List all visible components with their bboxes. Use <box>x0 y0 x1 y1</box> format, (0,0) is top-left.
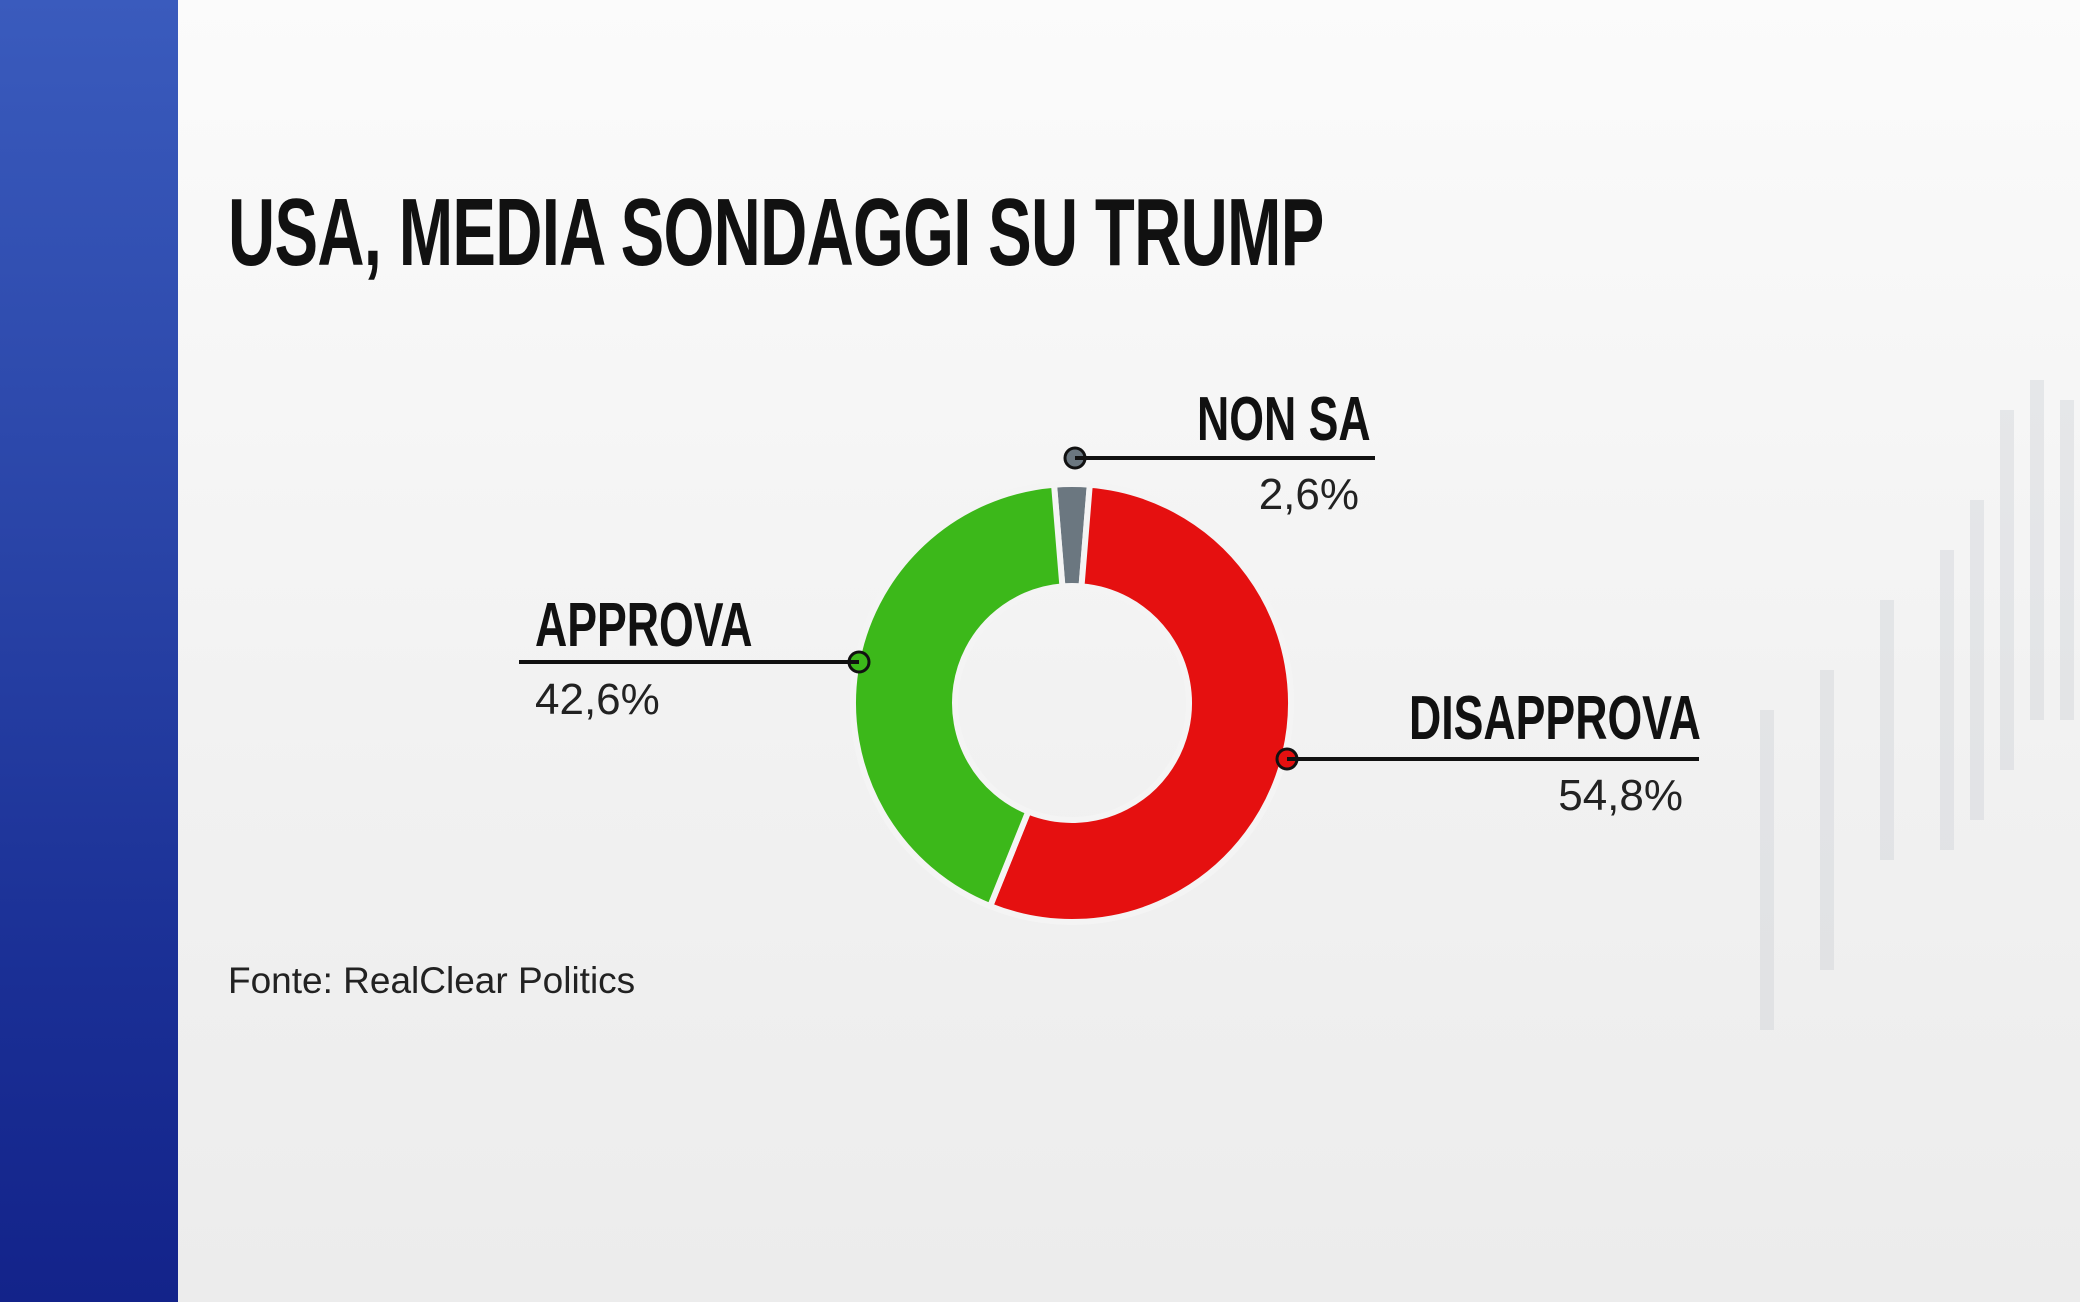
leader-line-approva <box>519 660 859 664</box>
label-approva: APPROVA <box>535 591 753 660</box>
decorative-background-chart <box>1760 380 2074 1030</box>
value-disapprova: 54,8% <box>1558 771 1683 820</box>
label-disapprova: DISAPPROVA <box>1409 684 1701 753</box>
page-title: USA, MEDIA SONDAGGI SU TRUMP <box>228 179 1324 286</box>
value-approva: 42,6% <box>535 675 660 724</box>
leader-line-non-sa <box>1075 456 1375 460</box>
source-note: Fonte: RealClear Politics <box>228 960 636 1001</box>
value-non-sa: 2,6% <box>1258 470 1359 519</box>
leader-line-disapprova <box>1287 757 1699 761</box>
label-non-sa: NON SA <box>1197 385 1371 454</box>
slice-approva <box>850 481 1066 911</box>
slice-disapprova <box>986 481 1294 925</box>
decorative-sidebar <box>0 0 178 1302</box>
